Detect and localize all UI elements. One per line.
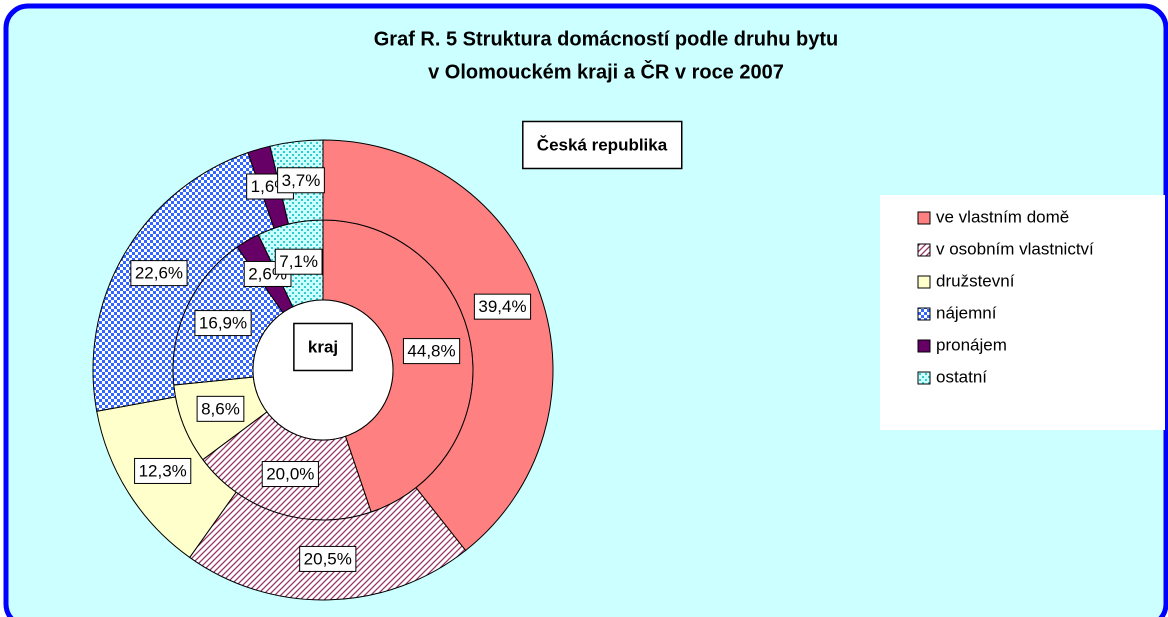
legend-swatch bbox=[917, 371, 931, 385]
series-label-box bbox=[293, 322, 353, 372]
series-label: Česká republika bbox=[537, 135, 668, 154]
data-label-box bbox=[274, 248, 323, 275]
data-label: 22,6% bbox=[135, 264, 183, 283]
chart-title: Graf R. 5 Struktura domácností podle dru… bbox=[374, 28, 838, 50]
data-label-box bbox=[130, 260, 188, 287]
data-label: 20,0% bbox=[266, 465, 314, 484]
data-label-box bbox=[194, 310, 252, 337]
legend-swatch bbox=[917, 307, 931, 321]
series-label-box bbox=[522, 120, 683, 170]
legend-label: ostatní bbox=[936, 367, 987, 386]
data-label: 8,6% bbox=[201, 399, 240, 418]
legend-label: pronájem bbox=[936, 335, 1007, 354]
legend-swatch bbox=[917, 243, 931, 257]
data-label-box bbox=[473, 293, 532, 320]
chart-title: v Olomouckém kraji a ČR v roce 2007 bbox=[428, 59, 784, 83]
series-label: kraj bbox=[308, 337, 338, 356]
data-label-box bbox=[134, 457, 192, 484]
legend-label: družstevní bbox=[936, 271, 1015, 290]
data-label-box bbox=[261, 461, 319, 488]
data-label: 3,7% bbox=[282, 171, 321, 190]
donut-segment bbox=[188, 487, 467, 601]
data-label: 7,1% bbox=[279, 252, 318, 271]
data-label: 39,4% bbox=[478, 297, 526, 316]
data-label: 20,5% bbox=[304, 549, 352, 568]
data-label-box bbox=[277, 167, 325, 194]
donut-segment bbox=[322, 139, 554, 552]
legend-swatch bbox=[917, 339, 931, 353]
data-label: 44,8% bbox=[407, 342, 455, 361]
legend-label: v osobním vlastnictví bbox=[936, 239, 1094, 258]
legend-swatch bbox=[917, 211, 931, 225]
data-label: 12,3% bbox=[139, 461, 187, 480]
legend-label: ve vlastním domě bbox=[936, 207, 1069, 226]
legend-label: nájemní bbox=[936, 303, 997, 322]
data-label-box bbox=[402, 338, 461, 365]
data-label-box bbox=[196, 395, 245, 422]
data-label-box bbox=[299, 545, 357, 572]
data-label: 16,9% bbox=[199, 314, 247, 333]
legend-swatch bbox=[917, 275, 931, 289]
